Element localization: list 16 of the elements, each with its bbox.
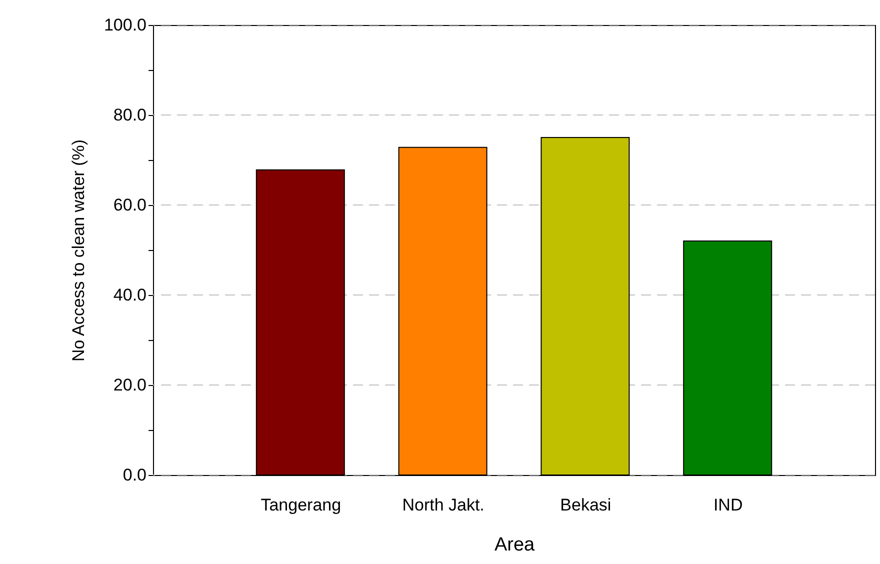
x-axis-title: Area [494, 534, 535, 556]
x-tick-label: IND [713, 496, 743, 514]
bar [398, 146, 488, 476]
y-tick-label: 0.0 [122, 466, 146, 484]
x-tick-label: Bekasi [560, 496, 612, 514]
bar [540, 137, 630, 476]
y-tick-label: 80.0 [113, 106, 146, 124]
bar [683, 240, 772, 476]
y-tick-label: 60.0 [113, 196, 146, 214]
y-tick-label: 20.0 [113, 376, 146, 394]
y-tick-label: 100.0 [104, 16, 146, 34]
bar [256, 169, 345, 476]
y-axis-title: No Access to clean water (%) [68, 139, 88, 362]
y-tick-label: 40.0 [113, 286, 146, 304]
x-tick-label: Tangerang [260, 496, 342, 514]
x-tick-label: North Jakt. [402, 496, 484, 514]
